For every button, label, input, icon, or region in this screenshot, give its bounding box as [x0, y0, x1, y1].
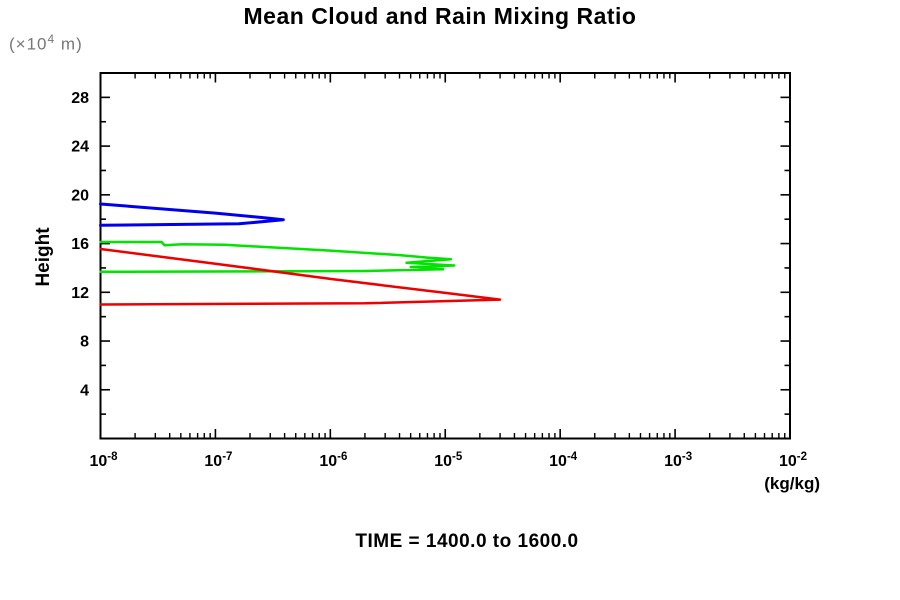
x-tick-label: 10-7: [204, 451, 232, 470]
x-tick-label: 10-6: [319, 451, 347, 470]
x-axis-unit-label: (kg/kg): [764, 474, 820, 493]
plot-frame: [99, 72, 791, 440]
series-red-profile: [99, 247, 502, 306]
y-axis-unit-exponent: 4: [47, 32, 56, 46]
y-axis-unit-suffix: m): [55, 34, 83, 54]
x-tick-label: 10-8: [89, 451, 118, 470]
y-tick-label: 20: [71, 187, 89, 204]
y-axis-unit-prefix: (×10: [9, 34, 48, 54]
series-blue-profile: [99, 202, 285, 227]
time-annotation: TIME = 1400.0 to 1600.0: [355, 531, 579, 552]
y-tick-label: 28: [71, 90, 89, 107]
x-tick-label: 10-4: [549, 451, 578, 470]
chart-title: Mean Cloud and Rain Mixing Ratio: [243, 3, 637, 29]
series-green-profile: [99, 240, 456, 274]
x-tick-label: 10-3: [664, 451, 692, 470]
x-tick-label: 10-5: [434, 451, 463, 470]
y-axis-unit-label: (×104 m): [9, 32, 83, 55]
y-tick-label: 16: [71, 236, 89, 253]
x-tick-label: 10-2: [779, 451, 807, 470]
y-tick-label: 12: [71, 285, 89, 302]
y-tick-label: 24: [71, 139, 89, 156]
y-tick-label: 4: [80, 382, 89, 399]
y-tick-label: 8: [80, 334, 89, 351]
